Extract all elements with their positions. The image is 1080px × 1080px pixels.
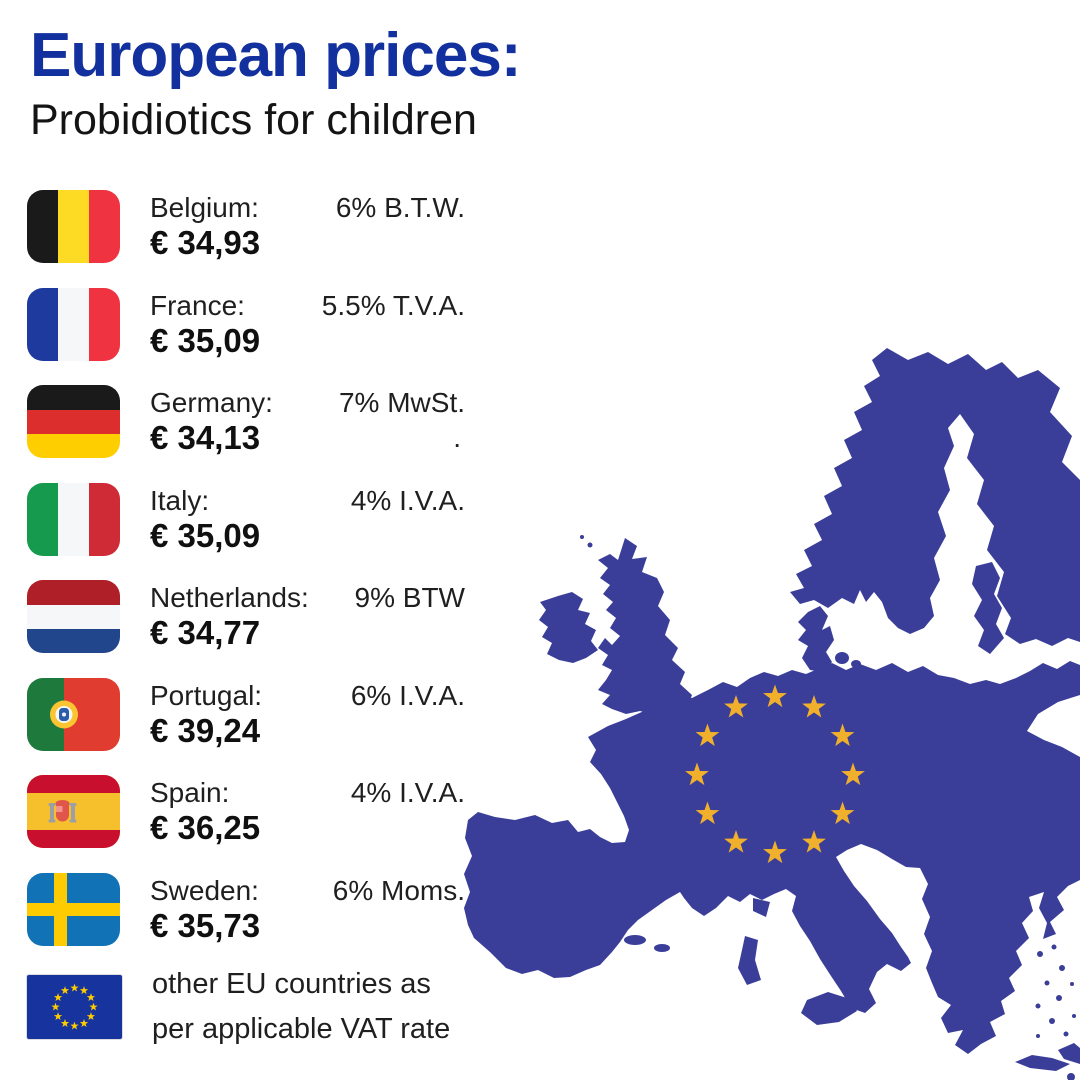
country-label: Italy: [150, 484, 210, 516]
vat-rate: 5.5% T.V.A. [321, 289, 465, 321]
gotland-shape [972, 562, 1004, 654]
flag-germany-icon [27, 385, 120, 458]
price-list: Belgium: € 34,93 6% B.T.W. France: € 35,… [27, 190, 465, 1068]
page-title: European prices: [30, 21, 521, 90]
europe-map-graphic [464, 348, 1080, 1080]
vat-rate: 6% I.V.A. [350, 679, 465, 711]
vat-rate: 4% I.V.A. [350, 484, 465, 516]
country-label: Sweden: [150, 874, 259, 906]
country-label: Germany: [150, 387, 273, 418]
page-subtitle: Probidiotics for children [30, 96, 477, 144]
country-label: Netherlands: [150, 582, 309, 613]
denmark-shape [798, 606, 834, 672]
ireland-shape [539, 592, 598, 663]
list-item-netherlands: Netherlands: € 34,77 9% BTW [27, 580, 465, 653]
flag-france-icon [27, 287, 120, 361]
vat-rate: 6% Moms. [332, 874, 465, 906]
crete-shape [1015, 1055, 1070, 1071]
footnote-line1: other EU countries as [152, 967, 431, 1000]
flag-belgium-icon [27, 190, 120, 263]
country-label: Spain: [150, 777, 230, 808]
vat-rate: 7% MwSt. [338, 387, 465, 418]
list-item-spain: Spain: € 36,25 4% I.V.A. [27, 775, 465, 848]
flag-eu-icon [27, 974, 122, 1039]
price-value: € 34,93 [150, 224, 261, 261]
flag-spain-icon [27, 775, 120, 848]
list-item-portugal: Portugal: € 39,24 6% I.V.A. [27, 677, 465, 751]
list-item-france: France: € 35,09 5.5% T.V.A. [27, 287, 465, 361]
price-value: € 35,09 [150, 321, 261, 359]
europe-map [440, 340, 1080, 1080]
list-item-other-eu: other EU countries as per applicable VAT… [27, 968, 465, 1045]
country-label: Portugal: [150, 679, 263, 711]
list-item-germany: Germany: € 34,13 7% MwSt. . [27, 385, 465, 458]
price-value: € 39,24 [150, 711, 261, 749]
price-value: € 36,25 [150, 809, 261, 846]
eu-flag-stars [51, 983, 98, 1030]
vat-rate: 9% BTW [354, 582, 465, 613]
list-item-belgium: Belgium: € 34,93 6% B.T.W. [27, 190, 465, 263]
corsica-shape [753, 898, 770, 917]
flag-netherlands-icon [27, 580, 120, 653]
price-value: € 34,77 [150, 614, 261, 651]
list-item-sweden: Sweden: € 35,73 6% Moms. [27, 872, 465, 946]
country-label: Belgium: [150, 192, 259, 223]
scandinavia-shape [790, 348, 1080, 646]
vat-rate: 6% B.T.W. [335, 192, 465, 223]
vat-rate-line2: . [453, 422, 461, 453]
sardinia-shape [738, 936, 761, 985]
vat-rate: 4% I.V.A. [350, 777, 465, 808]
flag-portugal-icon [27, 677, 120, 751]
footnote-line2: per applicable VAT rate [152, 1012, 451, 1045]
list-item-italy: Italy: € 35,09 4% I.V.A. [27, 482, 465, 556]
price-value: € 35,73 [150, 906, 261, 944]
country-label: France: [150, 289, 245, 321]
great-britain-shape [598, 538, 695, 716]
price-value: € 35,09 [150, 516, 261, 554]
sicily-shape [801, 992, 857, 1025]
price-value: € 34,13 [150, 419, 261, 456]
flag-sweden-icon [27, 872, 120, 946]
eu-stars-circle [685, 684, 865, 864]
flag-italy-icon [27, 482, 120, 556]
